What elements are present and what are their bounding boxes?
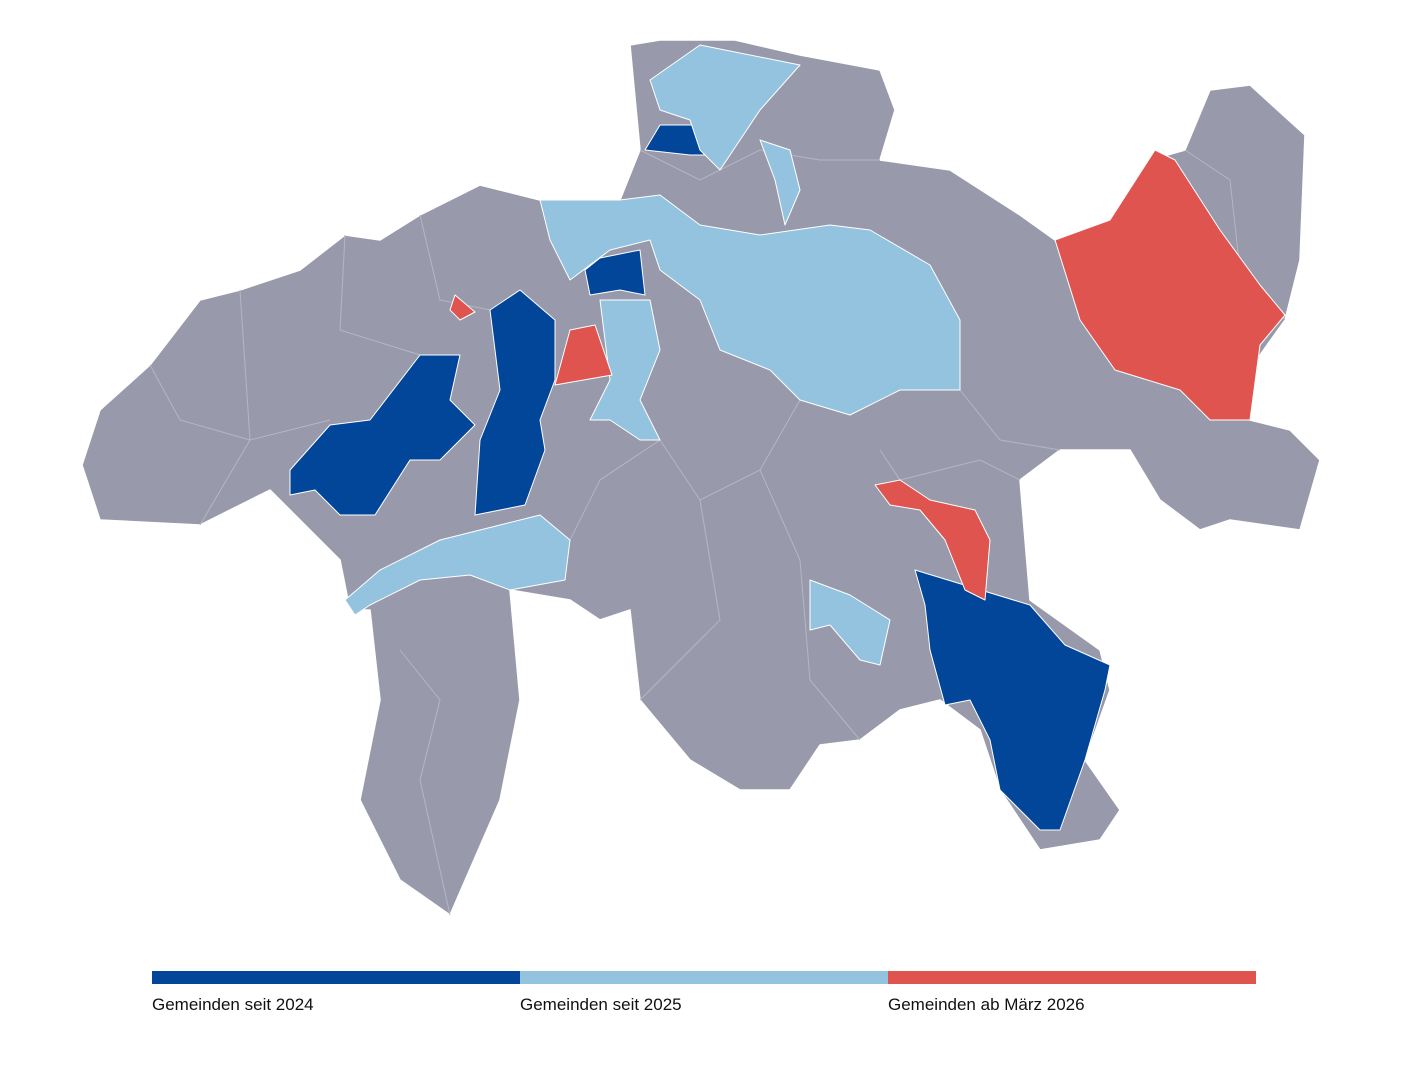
country-outline — [81, 39, 1321, 916]
municipality-2025 — [649, 44, 801, 171]
highlighted-municipalities — [289, 44, 1286, 831]
municipality-2026 — [1054, 149, 1286, 421]
municipality-2025 — [809, 579, 891, 666]
legend-swatch — [888, 971, 1256, 984]
legend-swatch — [152, 971, 520, 984]
municipality-2026 — [449, 294, 476, 321]
legend-label: Gemeinden seit 2024 — [152, 995, 314, 1014]
municipality-2024 — [914, 569, 1111, 831]
municipal-borders — [149, 149, 1286, 916]
municipality-2026 — [554, 324, 613, 386]
legend-swatch — [520, 971, 888, 984]
municipality-2026 — [874, 479, 991, 601]
municipality-2024 — [289, 354, 476, 516]
legend: Gemeinden seit 2024 Gemeinden seit 2025 Ge… — [152, 971, 1256, 1014]
municipality-2024 — [474, 289, 556, 516]
municipality-2025 — [589, 299, 661, 441]
municipality-2025 — [759, 139, 801, 226]
legend-label: Gemeinden seit 2025 — [520, 995, 682, 1014]
municipality-2025 — [344, 514, 571, 616]
municipality-2025 — [539, 194, 961, 416]
legend-label: Gemeinden ab März 2026 — [888, 995, 1085, 1014]
